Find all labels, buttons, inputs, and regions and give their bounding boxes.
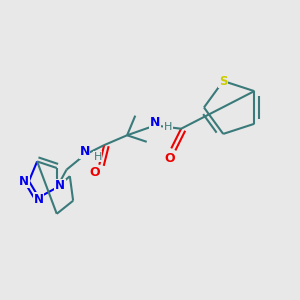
Text: O: O xyxy=(89,167,100,179)
Text: N: N xyxy=(19,175,29,188)
Text: S: S xyxy=(219,74,227,88)
Text: O: O xyxy=(164,152,175,165)
Text: N: N xyxy=(34,193,44,206)
Text: N: N xyxy=(55,179,65,193)
Text: N: N xyxy=(150,116,160,129)
Text: N: N xyxy=(80,145,90,158)
Text: H: H xyxy=(164,122,172,132)
Text: H: H xyxy=(94,152,102,161)
